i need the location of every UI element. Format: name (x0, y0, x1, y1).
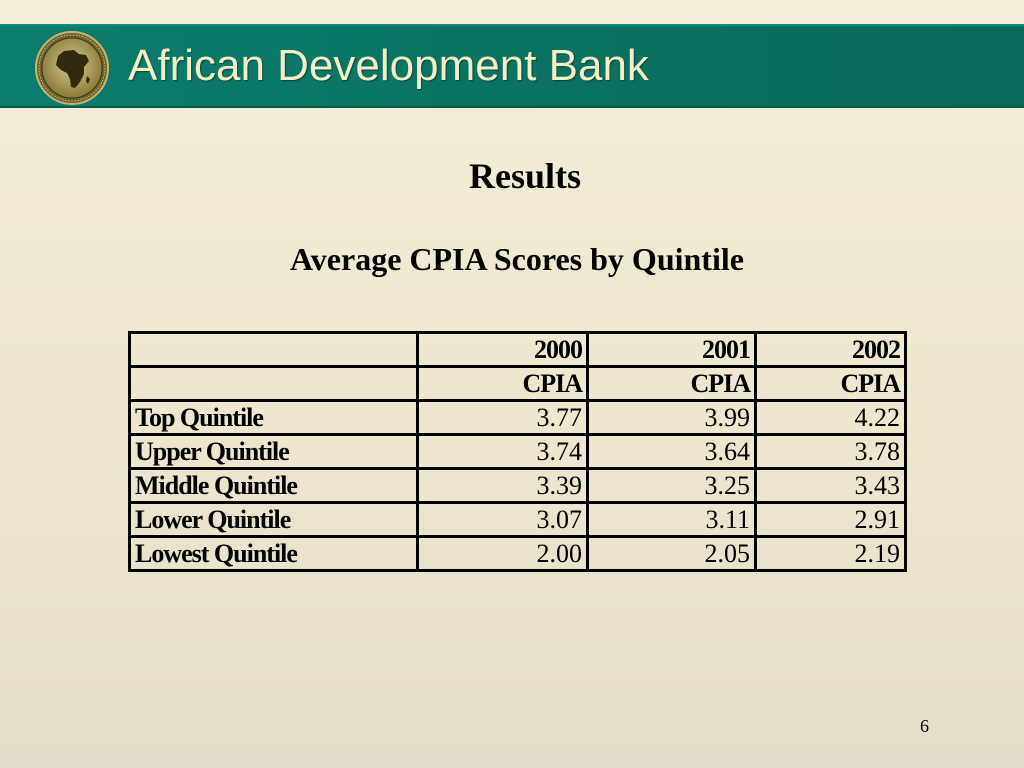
row-label: Upper Quintile (128, 433, 419, 470)
table-row: Upper Quintile 3.74 3.64 3.78 (128, 433, 907, 470)
table-row: Lowest Quintile 2.00 2.05 2.19 (128, 535, 907, 572)
table-cell: 2.19 (754, 535, 907, 572)
table-row: Top Quintile 3.77 3.99 4.22 (128, 399, 907, 436)
table-cell: 2.91 (754, 501, 907, 538)
row-label: Lowest Quintile (128, 535, 419, 572)
afdb-logo-icon (35, 31, 109, 105)
table-cell: 3.64 (586, 433, 757, 470)
column-header-measure: CPIA (416, 365, 589, 402)
table-cell: 2.00 (416, 535, 589, 572)
table-header-row-years: 2000 2001 2002 (128, 331, 907, 368)
row-label: Lower Quintile (128, 501, 419, 538)
table-cell: 3.11 (586, 501, 757, 538)
page-number: 6 (920, 716, 929, 736)
table-header-row-measure: CPIA CPIA CPIA (128, 365, 907, 402)
table-cell: 3.74 (416, 433, 589, 470)
row-label: Top Quintile (128, 399, 419, 436)
table-cell: 3.43 (754, 467, 907, 504)
table-cell: 3.77 (416, 399, 589, 436)
cpia-scores-table: 2000 2001 2002 CPIA CPIA CPIA Top Quinti… (128, 331, 907, 572)
slide-title: Results (468, 156, 581, 196)
table-cell: 3.39 (416, 467, 589, 504)
header-corner-cell (128, 331, 419, 368)
table-cell: 3.07 (416, 501, 589, 538)
slide-subtitle: Average CPIA Scores by Quintile (290, 241, 744, 277)
table-cell: 3.99 (586, 399, 757, 436)
table-cell: 2.05 (586, 535, 757, 572)
table-cell: 3.25 (586, 467, 757, 504)
table-row: Lower Quintile 3.07 3.11 2.91 (128, 501, 907, 538)
column-header-year: 2001 (586, 331, 757, 368)
table-cell: 4.22 (754, 399, 907, 436)
header-corner-cell (128, 365, 419, 402)
column-header-year: 2002 (754, 331, 907, 368)
table-cell: 3.78 (754, 433, 907, 470)
column-header-year: 2000 (416, 331, 589, 368)
header-banner: African Development Bank (0, 24, 1024, 108)
row-label: Middle Quintile (128, 467, 419, 504)
column-header-measure: CPIA (586, 365, 757, 402)
bank-name: African Development Bank (128, 41, 649, 90)
table-row: Middle Quintile 3.39 3.25 3.43 (128, 467, 907, 504)
column-header-measure: CPIA (754, 365, 907, 402)
